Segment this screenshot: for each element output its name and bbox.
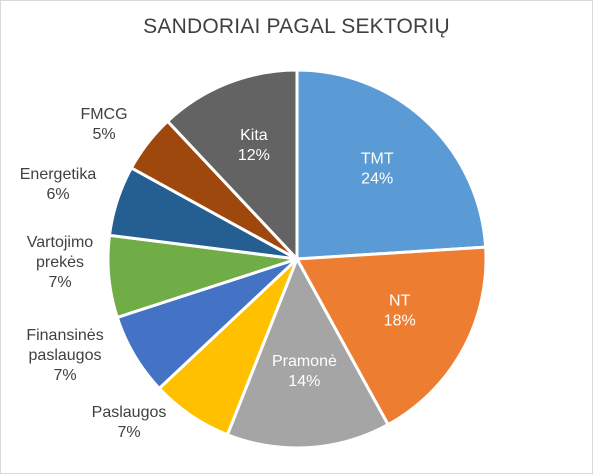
slice-name-kita: Kita [240,127,268,144]
slice-name-nt: NT [389,293,411,310]
slice-label-nt: NT 18% [384,293,416,330]
slice-value-paslaugos: 7% [117,424,140,441]
slice-name-finansines-paslaugos-line1: Finansinės [26,327,103,344]
pie-slice-kita [166,68,299,261]
slice-value-energetika: 6% [46,186,69,203]
slice-name-vartojimo-prekes-line2: prekės [36,254,84,271]
slice-label-kita: Kita 12% [238,127,270,164]
slice-value-pramone: 14% [288,373,320,390]
slice-label-vartojimo-prekes: Vartojimo prekės 7% [27,234,93,291]
slice-value-fmcg: 5% [92,126,115,143]
pie-labels: TMT 24%NT 18%Pramonė 14%Paslaugos 7%Finansin… [20,106,416,441]
slice-name-tmt: TMT [361,151,394,168]
slice-name-energetika: Energetika [20,166,97,183]
slice-value-kita: 12% [238,147,270,164]
slice-label-fmcg: FMCG 5% [80,106,127,143]
slice-name-paslaugos: Paslaugos [92,404,167,421]
slice-label-finansines-paslaugos: Finansinės paslaugos 7% [26,327,103,384]
slice-label-paslaugos: Paslaugos 7% [92,404,167,441]
slice-label-pramone: Pramonė 14% [272,353,337,390]
slice-name-vartojimo-prekes-line1: Vartojimo [27,234,93,251]
pie-slice-nt [295,245,488,427]
slice-value-finansines-paslaugos: 7% [53,367,76,384]
slice-value-tmt: 24% [361,171,393,188]
slice-name-pramone: Pramonė [272,353,337,370]
pie-slice-pramone [225,257,390,450]
slice-name-finansines-paslaugos-line2: paslaugos [29,347,102,364]
slice-label-energetika: Energetika 6% [20,166,97,203]
slice-name-fmcg: FMCG [80,106,127,123]
chart-title: SANDORIAI PAGAL SEKTORIŲ [143,15,450,38]
slice-label-tmt: TMT 24% [361,151,394,188]
slice-value-nt: 18% [384,313,416,330]
pie-slice-tmt [295,68,488,261]
pie-slices [106,68,488,450]
slice-value-vartojimo-prekes: 7% [48,274,71,291]
